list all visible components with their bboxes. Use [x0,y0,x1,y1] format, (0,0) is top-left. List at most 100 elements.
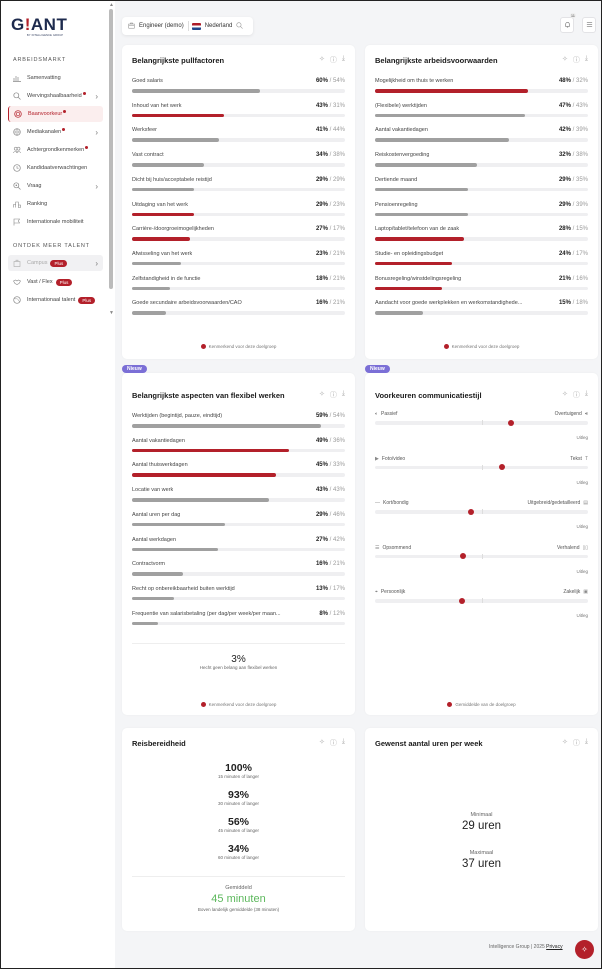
bar-track [132,621,345,626]
bar-fill [375,113,526,118]
ai-sparkle-icon[interactable]: ✧ [319,391,325,398]
bar-fill [132,212,194,216]
travel-stat-label: 15 minuten of langer [217,774,260,779]
value-primary: 43% [315,102,328,109]
divider [187,21,189,31]
value-primary: 43% [315,487,328,494]
bar-track [132,311,345,315]
sidebar-item-vast-flex[interactable]: Vast / Flex Plus [8,274,103,290]
bar-track [132,473,345,477]
download-icon[interactable]: ⤓ [341,738,345,745]
sidebar-item-kandidaatverwachtingen[interactable]: Kandidaatverwachtingen [8,160,103,176]
value-benchmark: / 31% [329,102,345,109]
info-icon[interactable]: ⓘ [572,57,580,64]
sidebar-item-achtergrondkenmerken[interactable]: Achtergrondkenmerken [8,142,103,158]
giant-logo[interactable]: G!ANT BY INTELLIGENCE GROUP [11,15,67,37]
sidebar-item-internationaal-talent[interactable]: Internationaal talent Plus [8,292,103,308]
sidebar-item-ranking[interactable]: Ranking [8,196,103,212]
bar-fill [132,187,194,192]
bar-row: Locatie van werk 43% / 43% [132,487,345,509]
bar-track [132,547,345,551]
sidebar-item-campus[interactable]: Campus Plus › [8,255,103,271]
bar-value: 29% / 46% [316,512,345,518]
info-icon[interactable]: ⓘ [572,392,580,399]
ai-sparkle-icon[interactable]: ✧ [562,739,568,746]
uitleg-link[interactable]: Uitleg [576,479,588,485]
bar-fill [132,498,270,502]
travel-stat-label: 45 minuten of langer [217,828,260,833]
plus-badge: Plus [55,278,73,286]
bar-fill [132,424,321,428]
bar-label: Aantal uren per dag [132,511,181,518]
info-icon[interactable]: ⓘ [329,740,337,747]
download-icon[interactable]: ⤓ [341,55,345,62]
slider-right-label: Verhalend ▯▯ [557,545,588,551]
ai-sparkle-icon[interactable]: ✧ [319,739,325,746]
ai-assistant-button[interactable]: ✧ [575,940,594,959]
country-value: Nederland [204,23,233,29]
download-icon[interactable]: ⤓ [341,390,345,397]
slider-average-marker [460,553,467,559]
slider-right-label: Uitgebreid/gedetailleerd ▤ [527,500,588,506]
ai-sparkle-icon[interactable]: ✧ [319,56,325,63]
bar-row: Aantal vakantiedagen 49% / 36% [132,438,345,460]
uitleg-link[interactable]: Uitleg [576,568,588,574]
value-primary: 32% [558,152,571,159]
hours-maximum: Maximaal 37 uren [365,850,598,870]
handshake-icon [13,278,21,286]
text-icon: T [584,455,588,462]
legend: Kenmerkend voor deze doelgroep [122,702,355,708]
bar-fill [375,163,478,167]
value-benchmark: / 17% [329,585,345,592]
profession-country-selector[interactable]: Engineer (demo) Nederland [122,17,253,35]
search-icon[interactable] [236,21,244,31]
slider-right-label: Tekst T [570,456,588,462]
uitleg-link[interactable]: Uitleg [576,613,588,618]
privacy-link[interactable]: Privacy [546,944,563,950]
speaker-low-icon: 🔈︎ [375,411,379,417]
sidebar-item-wervingshaalbaarheid[interactable]: Wervingshaalbaarheid › [8,88,103,104]
bar-track [132,522,345,527]
bar-row: Zelfstandigheid in de functie 18% / 21% [132,276,345,298]
bar-label: (Flexibele) werktijden [375,102,427,109]
average-note: Boven landelijk gemiddelde (38 minuten) [197,907,280,912]
travel-stat-value: 93% [227,789,249,801]
download-icon[interactable]: ⤓ [584,55,588,62]
sidebar-item-mediakanalen[interactable]: Mediakanalen › [8,124,103,140]
ai-sparkle-icon[interactable]: ✧ [562,391,568,398]
slider-midpoint [481,420,483,425]
menu-button[interactable] [582,17,596,33]
bar-track [132,113,345,118]
download-icon[interactable]: ⤓ [584,390,588,397]
left-label: Passief [381,411,398,417]
scroll-down-arrow[interactable]: ▼ [109,310,114,316]
uitleg-link[interactable]: Uitleg [576,524,588,529]
info-icon[interactable]: ⓘ [329,392,337,399]
ai-sparkle-icon[interactable]: ✧ [562,56,568,63]
chevron-right-icon: › [95,91,98,101]
bar-value: 29% / 29% [316,177,345,183]
max-value: 37 uren [461,858,501,870]
uitleg-link[interactable]: Uitleg [576,435,588,440]
list-icon: ☰ [375,544,380,551]
bar-row: Werktijden (begintijd, pauze, eindtijd) 5… [132,413,345,435]
sidebar-item-internationale-mobiliteit[interactable]: Internationale mobiliteit [8,214,103,230]
info-icon[interactable]: ⓘ [329,57,337,64]
bar-value: 8% / 12% [319,611,345,617]
value-benchmark: / 17% [572,250,588,257]
sidebar-item-samenvatting[interactable]: Samenvatting [8,70,103,86]
info-icon[interactable]: ⓘ [572,740,580,747]
bar-value: 34% / 38% [316,152,345,158]
legend-dot [200,702,206,708]
person-focus-icon: ⌖ [375,589,378,595]
bar-label: Reiskostenvergoeding [375,152,430,159]
sidebar-item-baanvoorkeur[interactable]: Baanvoorkeur [8,106,103,122]
scroll-up-arrow[interactable]: ▲ [109,2,114,8]
notifications-button[interactable]: 11 [560,13,576,33]
sidebar-item-vraag[interactable]: Vraag › [8,178,103,194]
sidebar-scrollbar[interactable] [109,9,113,289]
bar-track [132,187,345,192]
download-icon[interactable]: ⤓ [584,738,588,745]
bar-fill [132,261,181,266]
bar-label: Afwisseling van het werk [132,250,193,257]
